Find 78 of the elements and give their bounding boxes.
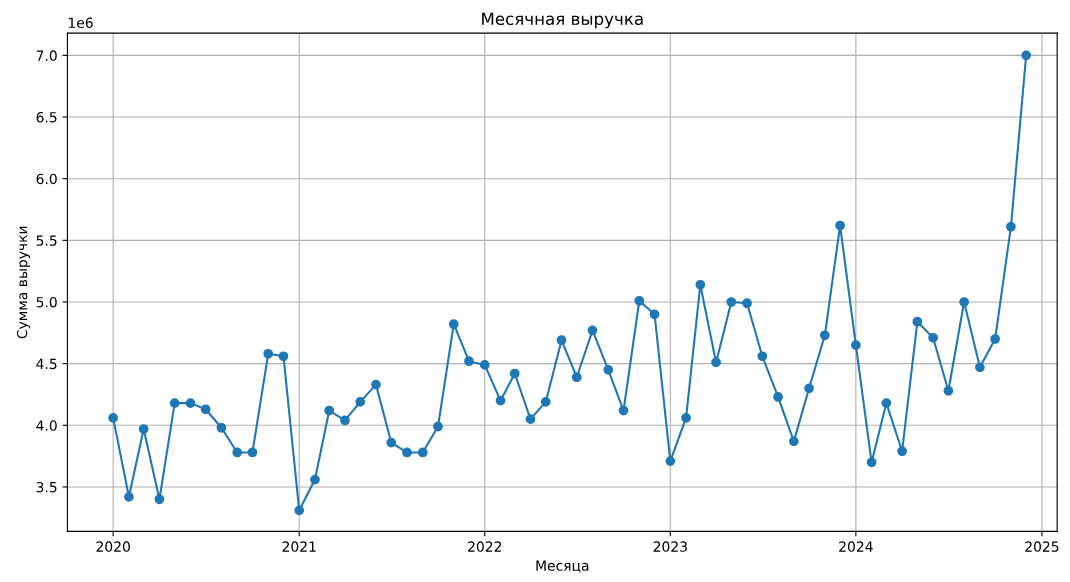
point: [386, 437, 397, 448]
point: [881, 398, 892, 408]
y-tick-label: 6.0: [36, 173, 57, 185]
x-tick-label: 2023: [653, 541, 687, 552]
point: [928, 332, 938, 343]
point: [618, 405, 629, 416]
point: [695, 279, 706, 290]
point: [108, 413, 119, 423]
point: [509, 368, 520, 379]
x-tick-label: 2024: [839, 541, 873, 552]
point: [200, 404, 211, 415]
point: [340, 415, 350, 426]
point: [587, 325, 598, 336]
y-tick-label: 6.5: [36, 112, 57, 123]
point: [479, 360, 490, 370]
x-axis-title: Месяца: [536, 560, 589, 573]
point: [495, 395, 506, 406]
x-tick-label: 2025: [1025, 541, 1059, 552]
point: [990, 334, 1001, 344]
point: [634, 295, 645, 306]
point: [1006, 221, 1016, 232]
point: [556, 335, 567, 346]
point: [263, 348, 274, 359]
point: [571, 372, 582, 383]
y-tick-label: 4.0: [36, 420, 57, 431]
x-tick-label: 2021: [282, 541, 316, 552]
point: [525, 414, 536, 425]
point: [912, 316, 923, 327]
point: [448, 319, 459, 330]
chart-title: Месячная выручка: [482, 12, 643, 29]
point: [681, 413, 691, 423]
point: [757, 351, 768, 362]
point: [371, 379, 381, 390]
point: [124, 491, 134, 502]
text: 1e6: [68, 17, 93, 28]
point: [417, 447, 428, 458]
point: [959, 297, 969, 307]
point: [742, 298, 752, 309]
point: [603, 364, 614, 375]
y-axis-title: Сумма выручки: [16, 226, 31, 339]
point: [835, 220, 845, 231]
point: [294, 505, 305, 516]
point: [247, 447, 258, 458]
point: [866, 457, 877, 468]
point: [185, 398, 196, 408]
point: [154, 494, 165, 505]
x-tick-label: 2022: [468, 541, 502, 552]
point: [355, 397, 366, 407]
point: [1021, 50, 1032, 61]
y-tick-label: 3.5: [36, 481, 57, 493]
point: [310, 474, 320, 485]
point: [540, 397, 551, 407]
point: [897, 446, 907, 457]
point: [433, 421, 443, 432]
point: [324, 405, 335, 416]
point: [278, 351, 289, 362]
point: [232, 447, 243, 458]
point: [788, 436, 799, 447]
point: [216, 422, 227, 433]
y-tick-label: 7.0: [36, 50, 57, 61]
point: [943, 385, 954, 396]
point: [819, 330, 830, 341]
y-tick-label: 4.5: [36, 358, 57, 370]
point: [402, 447, 412, 458]
point: [665, 456, 676, 466]
point: [773, 392, 783, 402]
x-tick-label: 2020: [96, 541, 130, 552]
point: [711, 357, 721, 368]
point: [975, 362, 985, 373]
point: [726, 297, 737, 307]
point: [169, 398, 180, 408]
point: [850, 340, 861, 351]
point: [464, 356, 474, 367]
y-tick-label: 5.0: [36, 296, 57, 308]
y-tick-label: 5.5: [36, 235, 57, 246]
point: [804, 383, 814, 394]
point: [138, 424, 149, 434]
point: [649, 309, 660, 320]
